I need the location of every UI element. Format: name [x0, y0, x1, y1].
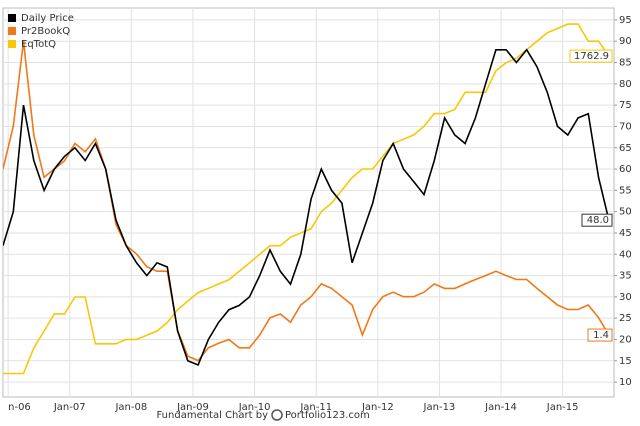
y-tick-label: 65	[619, 143, 632, 154]
legend-swatch	[8, 14, 16, 22]
y-tick-label: 15	[619, 356, 632, 367]
legend-swatch	[8, 40, 16, 48]
x-tick-label: Jan-08	[114, 402, 147, 413]
x-tick-label: Jan-11	[299, 402, 332, 413]
x-tick-label: Jan-12	[361, 402, 394, 413]
x-tick-label: Jan-13	[423, 402, 456, 413]
x-tick-label: Jan-10	[238, 402, 271, 413]
y-tick-label: 35	[619, 271, 632, 282]
y-tick-label: 20	[619, 334, 632, 345]
end-label: 1762.9	[574, 51, 609, 62]
y-tick-label: 25	[619, 313, 632, 324]
series-line	[3, 48, 610, 367]
end-label-box	[587, 328, 613, 342]
credit: Fundamental Chart by	[156, 410, 268, 421]
y-tick-label: 95	[619, 15, 632, 26]
end-label-box	[569, 49, 613, 63]
legend-label: Pr2BookQ	[21, 26, 70, 37]
end-label-box	[581, 213, 613, 227]
y-tick-label: 30	[619, 292, 632, 303]
credit-brand: Portfolio123.com	[285, 410, 370, 421]
end-label: 1.4	[593, 330, 609, 341]
legend-label: EqTotQ	[21, 39, 56, 50]
y-tick-label: 55	[619, 185, 632, 196]
y-tick-label: 80	[619, 79, 632, 90]
y-tick-label: 85	[619, 58, 632, 69]
y-tick-label: 45	[619, 228, 632, 239]
x-tick-label: Jan-07	[53, 402, 86, 413]
legend-label: Daily Price	[21, 13, 74, 24]
y-tick-label: 60	[619, 164, 632, 175]
y-tick-label: 50	[619, 207, 632, 218]
end-label: 48.0	[587, 215, 609, 226]
x-tick-label: Jan-14	[484, 402, 517, 413]
plot-frame	[2, 7, 615, 398]
x-tick-label: n-06	[8, 402, 31, 413]
x-tick-label: Jan-09	[176, 402, 209, 413]
y-tick-label: 70	[619, 121, 632, 132]
y-tick-label: 40	[619, 249, 632, 260]
y-tick-label: 10	[619, 377, 632, 388]
footer: Fundamental Chart by Portfolio123.com	[156, 409, 370, 421]
y-tick-label: 90	[619, 36, 632, 47]
logo-icon	[271, 409, 283, 421]
x-tick-label: Jan-15	[546, 402, 579, 413]
legend-swatch	[8, 27, 16, 35]
y-tick-label: 75	[619, 100, 632, 111]
